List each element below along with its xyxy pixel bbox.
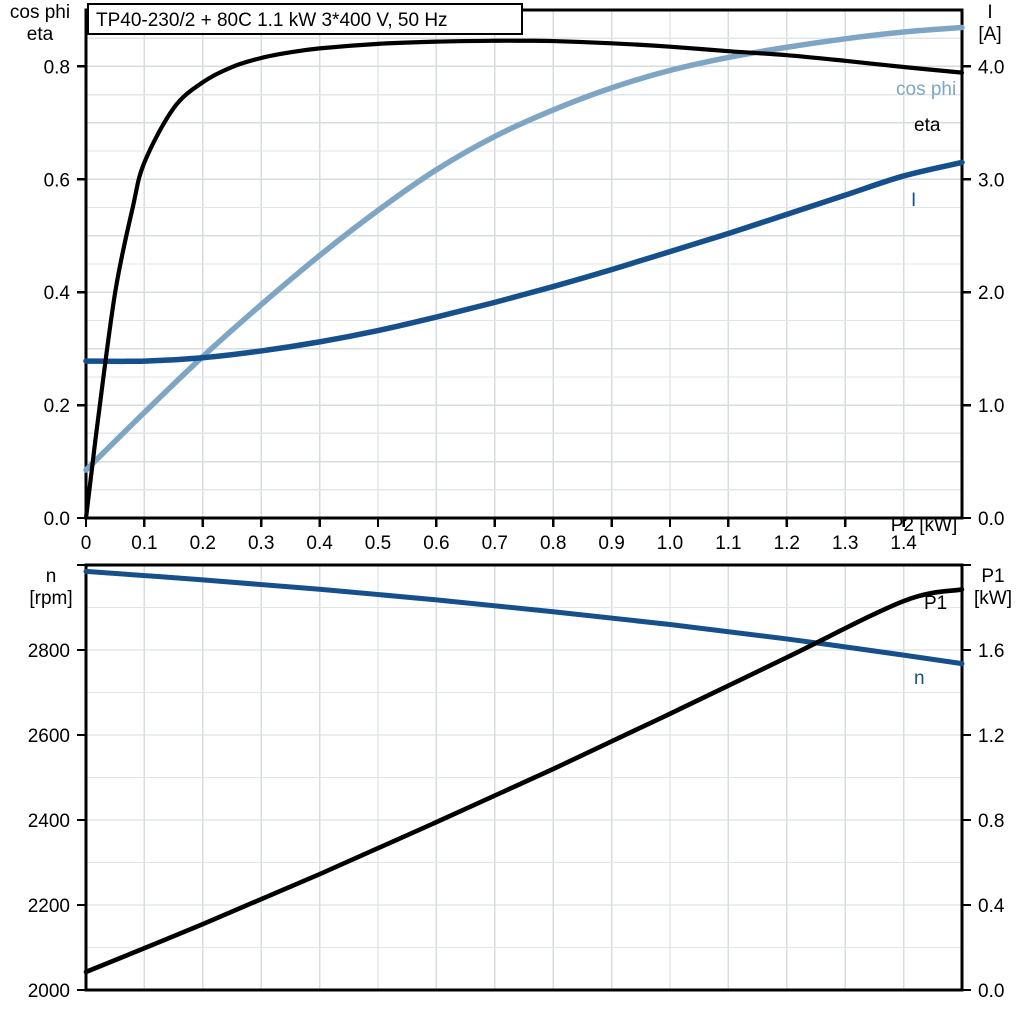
top-right-tick-labels: 0.0 1.0 2.0 3.0 4.0 (978, 57, 1004, 530)
bottom-right-tick-label: 0.8 (978, 811, 1004, 832)
top-x-tick-label: 0.4 (306, 533, 333, 554)
top-right-tick-label: 2.0 (978, 283, 1004, 304)
top-chart-frame (84, 8, 964, 520)
top-right-axis-label-2: [A] (978, 24, 1001, 45)
top-right-axis-label-1: I (987, 2, 992, 23)
top-left-tick-label: 0.6 (44, 170, 70, 191)
bottom-left-tick-label: 2200 (28, 896, 70, 917)
bottom-left-tick-labels: 2000 2200 2400 2600 2800 (28, 641, 70, 1002)
bottom-left-axis-label-2: [rpm] (29, 588, 72, 609)
title-box (87, 3, 523, 35)
top-x-tick-label: 1.1 (715, 533, 741, 554)
top-x-tick-label: 0.9 (598, 533, 624, 554)
top-left-tick-label: 0.0 (44, 509, 70, 530)
label-current: I (911, 190, 916, 211)
top-right-tick-label: 0.0 (978, 509, 1004, 530)
top-chart-gridlines (85, 9, 963, 519)
top-left-axis-label-2: eta (27, 24, 54, 45)
bottom-chart: n [rpm] P1 [kW] 2000 2200 2400 2600 2800 0.0… (28, 563, 1012, 1002)
curve-eta (83, 38, 965, 521)
top-right-tick-label: 3.0 (978, 170, 1004, 191)
top-left-tick-label: 0.4 (44, 283, 71, 304)
label-cos-phi: cos phi (896, 79, 956, 100)
bottom-right-tick-label: 0.4 (978, 896, 1005, 917)
top-chart-tickmarks (77, 65, 971, 527)
top-x-axis-label: P2 [kW] (891, 515, 958, 536)
top-x-tick-label: 0.3 (248, 533, 274, 554)
curve-current (83, 159, 965, 365)
label-speed: n (914, 668, 925, 689)
bottom-right-tick-label: 0.0 (978, 981, 1004, 1002)
top-x-tick-label: 0.1 (131, 533, 157, 554)
bottom-left-tick-label: 2400 (28, 811, 70, 832)
top-x-tick-label: 0 (81, 533, 92, 554)
top-right-tick-label: 4.0 (978, 57, 1004, 78)
top-chart: cos phi eta I [A] 0.0 0.2 0.4 0.6 0.8 0.0 1.0… (10, 2, 1005, 554)
label-eta: eta (914, 115, 941, 136)
top-x-tick-label: 1.2 (774, 533, 800, 554)
top-left-axis-label-1: cos phi (10, 2, 70, 23)
bottom-left-tick-label: 2000 (28, 981, 70, 1002)
top-x-tick-label: 0.2 (190, 533, 216, 554)
top-x-tick-label: 1.4 (890, 533, 917, 554)
top-right-tick-label: 1.0 (978, 396, 1004, 417)
bottom-right-axis-label-1: P1 (981, 566, 1004, 587)
curve-speed (83, 568, 965, 667)
top-x-tick-label: 0.5 (365, 533, 391, 554)
curve-power (83, 587, 965, 975)
bottom-right-tick-label: 1.2 (978, 726, 1004, 747)
bottom-left-axis-label-1: n (46, 566, 57, 587)
curve-cos-phi (83, 24, 965, 473)
top-x-tick-label: 1.0 (657, 533, 683, 554)
top-left-tick-label: 0.2 (44, 396, 70, 417)
top-x-tick-label: 0.6 (423, 533, 449, 554)
top-left-tick-label: 0.8 (44, 57, 70, 78)
top-x-tick-labels: 0 0.1 0.2 0.3 0.4 0.5 0.6 0.7 0.8 0.9 1.0 1.1 1.2 1.3… (81, 533, 918, 554)
bottom-right-tick-label: 1.6 (978, 641, 1004, 662)
top-x-tick-label: 1.3 (832, 533, 858, 554)
bottom-left-tick-label: 2600 (28, 726, 70, 747)
bottom-chart-tickmarks (77, 563, 971, 992)
bottom-chart-frame (84, 563, 964, 992)
bottom-right-axis-label-2: [kW] (974, 588, 1012, 609)
bottom-right-tick-labels: 0.0 0.4 0.8 1.2 1.6 (978, 641, 1005, 1002)
bottom-chart-gridlines (85, 564, 963, 991)
chart-title: TP40-230/2 + 80C 1.1 kW 3*400 V, 50 Hz (96, 10, 448, 31)
label-power: P1 (924, 593, 947, 614)
bottom-left-tick-label: 2800 (28, 641, 70, 662)
top-x-tick-label: 0.7 (482, 533, 508, 554)
top-left-tick-labels: 0.0 0.2 0.4 0.6 0.8 (44, 57, 71, 530)
top-x-tick-label: 0.8 (540, 533, 566, 554)
